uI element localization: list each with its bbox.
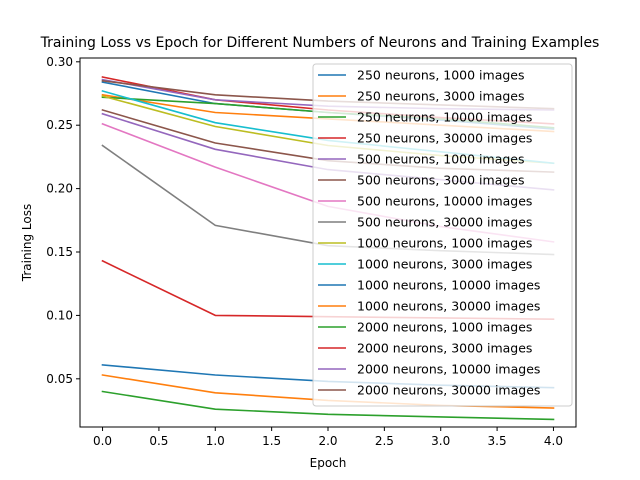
legend-label: 500 neurons, 3000 images <box>357 173 525 188</box>
y-tick-label: 0.25 <box>46 118 73 132</box>
legend: 250 neurons, 1000 images 250 neurons, 300… <box>312 63 573 407</box>
legend-label: 2000 neurons, 3000 images <box>357 341 532 356</box>
x-tick-label: 3.5 <box>488 434 507 448</box>
series-line <box>101 390 555 421</box>
legend-label: 2000 neurons, 10000 images <box>357 362 540 377</box>
legend-label: 2000 neurons, 1000 images <box>357 320 532 335</box>
legend-label: 1000 neurons, 1000 images <box>357 236 532 251</box>
legend-box <box>312 63 573 407</box>
chart-title: Training Loss vs Epoch for Different Num… <box>40 35 600 51</box>
x-tick-label: 1.5 <box>262 434 281 448</box>
legend-label: 250 neurons, 10000 images <box>357 110 532 125</box>
x-axis-label: Epoch <box>310 456 347 470</box>
y-axis-label: Training Loss <box>20 204 34 282</box>
y-tick-label: 0.20 <box>46 182 73 196</box>
ticks-layer: 0.0 0.5 1.0 1.5 2.0 2.5 3.0 3.5 4.0 0.05 0.10 0.15 0… <box>46 55 563 448</box>
legend-label: 500 neurons, 30000 images <box>357 215 532 230</box>
y-tick-label: 0.10 <box>46 308 73 322</box>
y-tick-label: 0.30 <box>46 55 73 69</box>
x-tick-label: 2.5 <box>375 434 394 448</box>
legend-label: 2000 neurons, 30000 images <box>357 383 540 398</box>
y-tick-label: 0.05 <box>46 372 73 386</box>
legend-label: 500 neurons, 1000 images <box>357 152 525 167</box>
legend-label: 1000 neurons, 30000 images <box>357 299 540 314</box>
legend-label: 500 neurons, 10000 images <box>357 194 532 209</box>
legend-label: 250 neurons, 1000 images <box>357 68 525 83</box>
x-tick-label: 0.5 <box>149 434 168 448</box>
legend-label: 250 neurons, 3000 images <box>357 89 525 104</box>
x-tick-label: 4.0 <box>544 434 563 448</box>
x-tick-label: 0.0 <box>93 434 112 448</box>
legend-label: 1000 neurons, 3000 images <box>357 257 532 272</box>
x-tick-label: 1.0 <box>206 434 225 448</box>
legend-label: 1000 neurons, 10000 images <box>357 278 540 293</box>
x-tick-label: 3.0 <box>431 434 450 448</box>
y-tick-label: 0.15 <box>46 245 73 259</box>
x-tick-label: 2.0 <box>318 434 337 448</box>
legend-label: 250 neurons, 30000 images <box>357 131 532 146</box>
